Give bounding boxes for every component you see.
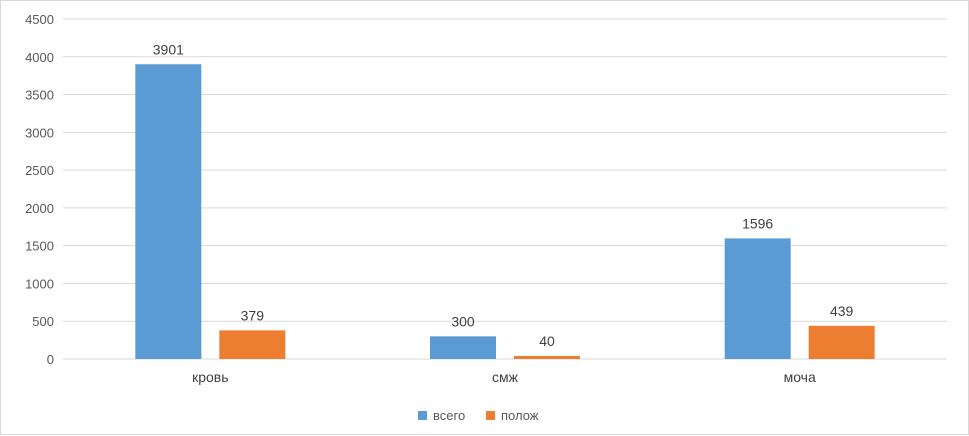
y-tick-label: 2000 (25, 201, 54, 216)
y-tick-label: 2500 (25, 163, 54, 178)
bar-всего-моча (724, 238, 791, 359)
y-tick-label: 1500 (25, 239, 54, 254)
legend-swatch (418, 411, 427, 420)
x-category-label: кровь (192, 369, 228, 385)
y-tick-label: 4500 (25, 12, 54, 27)
legend: всего полож (418, 408, 539, 423)
x-axis-labels: кровь смж моча (192, 369, 816, 385)
data-label: 3901 (153, 41, 184, 57)
bar-полож-смж (514, 355, 580, 359)
legend-entry: полож (501, 408, 539, 423)
y-axis-ticks: 0 500 1000 1500 2000 2500 3000 3500 4000 4500 (25, 12, 54, 367)
legend-entry: всего (433, 408, 465, 423)
data-label: 439 (830, 303, 854, 319)
bars (135, 64, 875, 359)
data-label: 1596 (742, 215, 773, 231)
y-tick-label: 500 (32, 314, 54, 329)
bar-полож-кровь (219, 330, 286, 359)
legend-swatch (486, 411, 495, 420)
x-category-label: смж (492, 369, 519, 385)
y-tick-label: 3000 (25, 125, 54, 140)
gridlines (63, 18, 947, 360)
x-category-label: моча (784, 369, 816, 385)
y-tick-label: 4000 (25, 50, 54, 65)
data-labels: 3901 379 300 40 1596 439 (153, 41, 854, 349)
bar-всего-кровь (135, 64, 202, 359)
data-label: 379 (241, 307, 265, 323)
data-label: 300 (451, 313, 475, 329)
data-label: 40 (539, 333, 555, 349)
y-tick-label: 3500 (25, 88, 54, 103)
bar-полож-моча (808, 325, 875, 359)
y-tick-label: 1000 (25, 276, 54, 291)
bar-всего-смж (430, 336, 496, 359)
y-tick-label: 0 (47, 352, 54, 367)
